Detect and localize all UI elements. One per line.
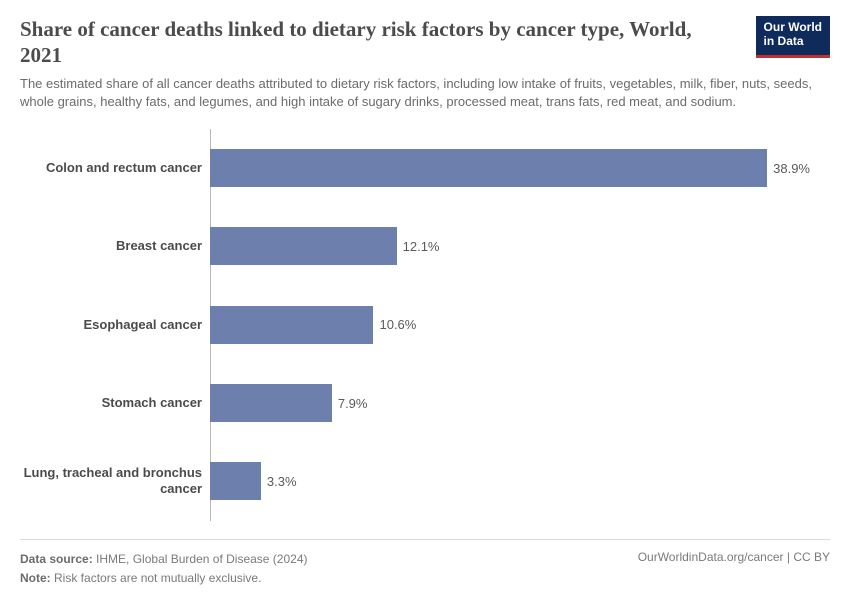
- bar-row: Lung, tracheal and bronchus cancer3.3%: [210, 457, 810, 505]
- bar-value: 3.3%: [267, 474, 297, 489]
- note-text: Risk factors are not mutually exclusive.: [54, 571, 261, 585]
- bar-label: Breast cancer: [20, 238, 202, 254]
- bar-label: Esophageal cancer: [20, 317, 202, 333]
- bar-label: Stomach cancer: [20, 395, 202, 411]
- note-line: Note: Risk factors are not mutually excl…: [20, 569, 307, 588]
- bar-value: 38.9%: [773, 161, 810, 176]
- bar-label: Colon and rectum cancer: [20, 160, 202, 176]
- owid-logo: Our World in Data: [756, 16, 830, 58]
- footer: Data source: IHME, Global Burden of Dise…: [20, 539, 830, 588]
- header: Share of cancer deaths linked to dietary…: [20, 16, 830, 69]
- data-source-line: Data source: IHME, Global Burden of Dise…: [20, 550, 307, 569]
- note-label: Note:: [20, 571, 51, 585]
- chart-container: Share of cancer deaths linked to dietary…: [0, 0, 850, 600]
- bar-rect: [210, 384, 332, 422]
- bar-row: Stomach cancer7.9%: [210, 379, 810, 427]
- bar-rect: [210, 227, 397, 265]
- attribution: OurWorldinData.org/cancer | CC BY: [638, 550, 830, 564]
- footer-left: Data source: IHME, Global Burden of Dise…: [20, 550, 307, 588]
- bar-chart: Colon and rectum cancer38.9%Breast cance…: [20, 129, 830, 533]
- data-source-text: IHME, Global Burden of Disease (2024): [96, 552, 307, 566]
- bar-row: Breast cancer12.1%: [210, 222, 810, 270]
- bar-row: Esophageal cancer10.6%: [210, 301, 810, 349]
- bar-value: 12.1%: [403, 239, 440, 254]
- chart-title: Share of cancer deaths linked to dietary…: [20, 16, 700, 69]
- bar-rect: [210, 306, 373, 344]
- bar-label: Lung, tracheal and bronchus cancer: [20, 465, 202, 498]
- data-source-label: Data source:: [20, 552, 93, 566]
- bar-value: 7.9%: [338, 396, 368, 411]
- bar-rect: [210, 462, 261, 500]
- bar-row: Colon and rectum cancer38.9%: [210, 144, 810, 192]
- bars-group: Colon and rectum cancer38.9% Breast cance…: [210, 129, 810, 533]
- bar-rect: [210, 149, 767, 187]
- bar-value: 10.6%: [379, 317, 416, 332]
- chart-subtitle: The estimated share of all cancer deaths…: [20, 75, 830, 111]
